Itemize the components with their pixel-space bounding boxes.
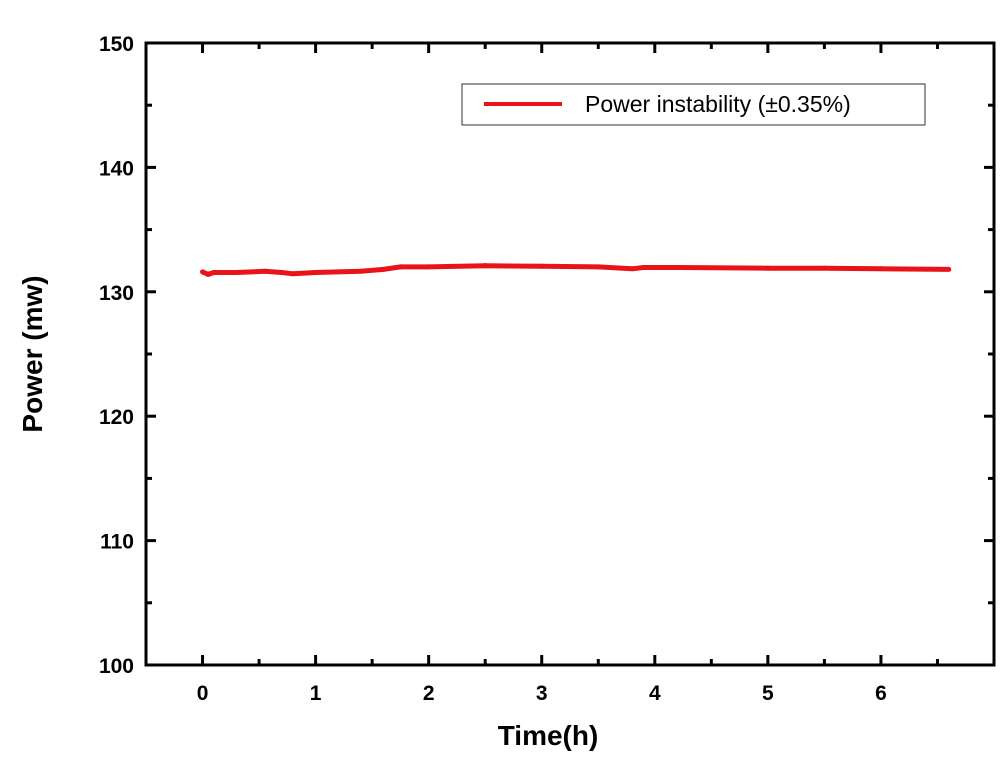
data-point [380,266,386,272]
data-point [205,271,211,277]
y-tick-label: 110 [100,531,134,554]
x-tick-label: 6 [875,682,887,705]
data-point [878,266,884,272]
y-axis-title: Power (mw) [17,275,48,432]
data-point [290,271,296,277]
legend: Power instability (±0.35%) [461,83,926,126]
data-point [674,265,680,271]
data-point [482,263,488,269]
data-point [200,269,206,275]
y-tick-label: 150 [99,33,134,56]
data-point [233,270,239,276]
data-point [640,265,646,271]
y-tick-label: 120 [99,406,134,429]
data-point [262,268,268,274]
y-tick-label: 140 [99,157,134,180]
data-point [397,264,403,270]
x-tick-label: 5 [762,682,774,705]
data-point [211,270,217,276]
data-point [946,266,952,272]
plot-frame [144,41,996,667]
data-point [358,268,364,274]
data-point [279,270,285,276]
x-axis-title: Time(h) [498,720,599,751]
data-point [595,264,601,270]
x-tick-label: 2 [423,682,435,705]
data-point [539,263,545,269]
data-point [426,264,432,270]
x-tick-label: 4 [649,682,661,705]
data-point [629,266,635,272]
y-tick-label: 100 [99,655,134,678]
data-point [765,265,771,271]
x-tick-label: 3 [536,682,548,705]
x-tick-label: 0 [197,682,209,705]
legend-label: Power instability (±0.35%) [585,91,851,117]
data-point [313,270,319,276]
y-tick-label: 130 [99,282,134,305]
x-tick-label: 1 [310,682,322,705]
series-line [201,263,949,277]
data-point [821,265,827,271]
